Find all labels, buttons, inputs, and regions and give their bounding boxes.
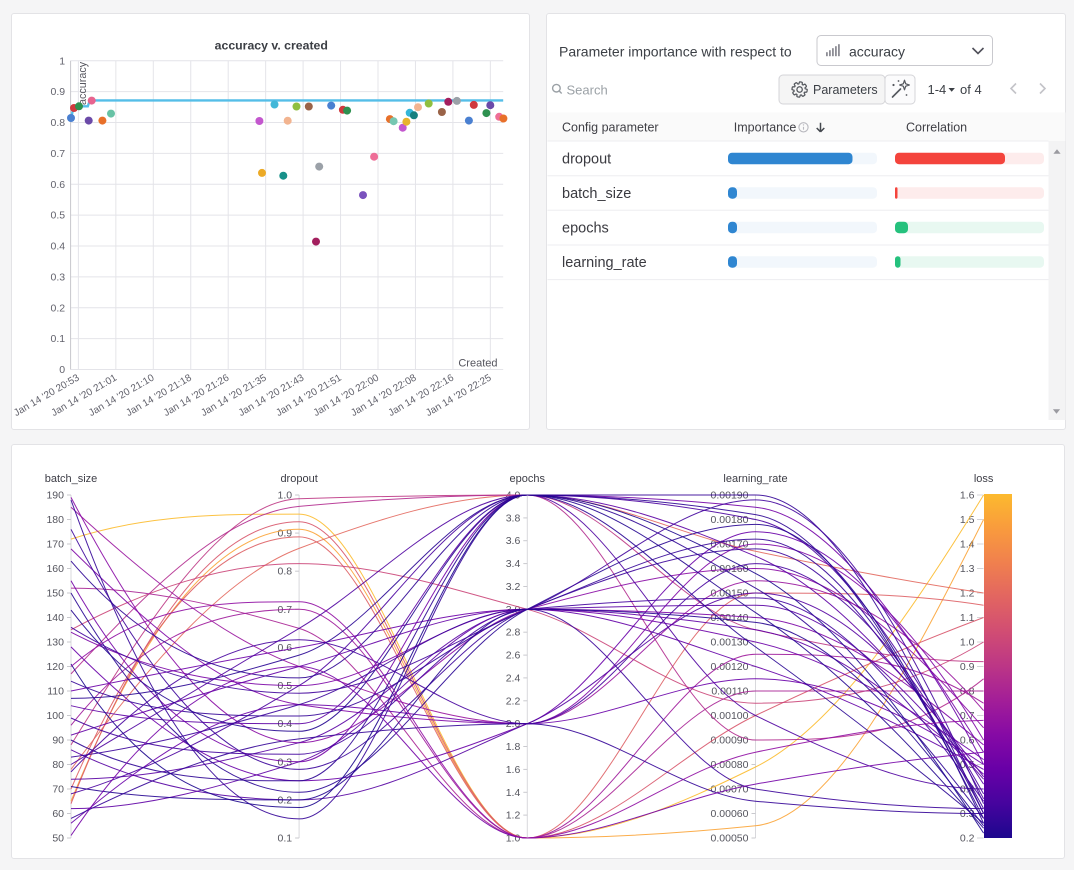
svg-text:epochs: epochs: [562, 221, 609, 237]
svg-text:130: 130: [46, 637, 64, 649]
svg-text:0.2: 0.2: [50, 302, 65, 314]
svg-text:accuracy: accuracy: [849, 44, 905, 60]
svg-text:60: 60: [52, 808, 64, 820]
svg-text:1.6: 1.6: [506, 764, 521, 776]
svg-text:1: 1: [59, 55, 65, 67]
svg-text:dropout: dropout: [280, 473, 317, 485]
svg-text:0.8: 0.8: [50, 117, 65, 129]
svg-text:Config parameter: Config parameter: [562, 121, 659, 135]
svg-text:0.7: 0.7: [50, 148, 65, 160]
svg-text:batch_size: batch_size: [562, 186, 631, 202]
svg-text:batch_size: batch_size: [45, 473, 98, 485]
svg-text:1-4: 1-4: [928, 82, 947, 97]
svg-text:3.8: 3.8: [506, 512, 521, 524]
svg-text:150: 150: [46, 588, 64, 600]
svg-text:Jan 14 '20 22:25: Jan 14 '20 22:25: [424, 372, 494, 419]
svg-text:accuracy v. created: accuracy v. created: [215, 39, 328, 53]
svg-text:Jan 14 '20 22:00: Jan 14 '20 22:00: [312, 372, 382, 419]
svg-text:1.4: 1.4: [960, 539, 975, 551]
svg-text:Correlation: Correlation: [906, 121, 967, 135]
svg-text:of 4: of 4: [960, 82, 982, 97]
svg-text:1.5: 1.5: [960, 514, 975, 526]
svg-text:2.8: 2.8: [506, 627, 521, 639]
svg-text:dropout: dropout: [562, 152, 611, 168]
svg-text:120: 120: [46, 661, 64, 673]
svg-text:Jan 14 '20 21:43: Jan 14 '20 21:43: [237, 372, 307, 419]
svg-text:1.2: 1.2: [960, 588, 975, 600]
svg-text:1.1: 1.1: [960, 612, 975, 624]
svg-text:Importance: Importance: [734, 121, 797, 135]
svg-text:180: 180: [46, 514, 64, 526]
svg-text:Created: Created: [458, 358, 497, 370]
svg-text:epochs: epochs: [510, 473, 546, 485]
svg-text:0.7: 0.7: [960, 710, 975, 722]
svg-text:0.00050: 0.00050: [711, 833, 749, 845]
svg-text:0.9: 0.9: [960, 661, 975, 673]
svg-text:0.6: 0.6: [50, 179, 65, 191]
svg-text:0.9: 0.9: [50, 86, 65, 98]
svg-text:2.2: 2.2: [506, 695, 521, 707]
svg-text:Jan 14 '20 22:16: Jan 14 '20 22:16: [387, 372, 457, 419]
svg-text:3.2: 3.2: [506, 581, 521, 593]
svg-text:accuracy: accuracy: [77, 61, 89, 105]
svg-text:1.3: 1.3: [960, 563, 975, 575]
svg-text:Jan 14 '20 21:18: Jan 14 '20 21:18: [124, 372, 194, 419]
svg-text:0.1: 0.1: [277, 833, 292, 845]
svg-text:110: 110: [47, 686, 64, 698]
svg-text:Parameter importance with resp: Parameter importance with respect to: [559, 43, 792, 59]
svg-text:Jan 14 '20 21:35: Jan 14 '20 21:35: [199, 372, 269, 419]
svg-text:0.00060: 0.00060: [711, 808, 749, 820]
svg-text:Jan 14 '20 21:51: Jan 14 '20 21:51: [274, 372, 344, 419]
svg-text:1.0: 1.0: [277, 490, 292, 502]
svg-text:1.2: 1.2: [506, 810, 521, 822]
svg-text:0: 0: [59, 364, 65, 376]
svg-text:100: 100: [46, 710, 64, 722]
svg-text:0.5: 0.5: [50, 210, 65, 222]
svg-text:learning_rate: learning_rate: [723, 473, 787, 485]
svg-text:70: 70: [52, 784, 64, 796]
svg-text:0.00130: 0.00130: [711, 637, 749, 649]
svg-text:0.3: 0.3: [50, 271, 65, 283]
svg-text:Jan 14 '20 21:01: Jan 14 '20 21:01: [50, 372, 120, 419]
svg-text:80: 80: [52, 759, 64, 771]
svg-text:Jan 14 '20 20:53: Jan 14 '20 20:53: [12, 372, 82, 419]
svg-text:0.3: 0.3: [960, 808, 975, 820]
svg-text:0.8: 0.8: [277, 566, 292, 578]
svg-text:1.4: 1.4: [506, 787, 521, 799]
svg-text:0.4: 0.4: [50, 241, 65, 253]
svg-text:loss: loss: [974, 473, 994, 485]
svg-text:Jan 14 '20 22:08: Jan 14 '20 22:08: [349, 372, 419, 419]
svg-text:3.4: 3.4: [506, 558, 521, 570]
svg-text:0.6: 0.6: [960, 735, 975, 747]
svg-text:0.6: 0.6: [277, 642, 292, 654]
svg-text:170: 170: [46, 539, 64, 551]
svg-text:0.1: 0.1: [50, 333, 65, 345]
svg-text:140: 140: [46, 612, 64, 624]
svg-text:Jan 14 '20 21:26: Jan 14 '20 21:26: [162, 372, 232, 419]
svg-text:160: 160: [46, 563, 64, 575]
svg-text:3.6: 3.6: [506, 535, 521, 547]
svg-text:50: 50: [52, 833, 64, 845]
svg-text:0.2: 0.2: [277, 794, 292, 806]
svg-text:0.4: 0.4: [277, 718, 292, 730]
svg-text:Parameters: Parameters: [813, 83, 878, 97]
svg-text:Search: Search: [567, 83, 608, 98]
svg-text:learning_rate: learning_rate: [562, 255, 647, 271]
svg-text:0.00120: 0.00120: [711, 661, 749, 673]
svg-text:2.4: 2.4: [506, 672, 521, 684]
svg-text:1.6: 1.6: [960, 490, 975, 502]
svg-text:190: 190: [46, 490, 64, 502]
svg-text:0.5: 0.5: [277, 680, 292, 692]
svg-text:2.6: 2.6: [506, 650, 521, 662]
svg-text:1.0: 1.0: [960, 637, 975, 649]
svg-text:1.8: 1.8: [506, 741, 521, 753]
svg-text:0.00080: 0.00080: [711, 759, 749, 771]
svg-text:0.2: 0.2: [960, 833, 975, 845]
svg-text:90: 90: [52, 735, 64, 747]
svg-text:0.00180: 0.00180: [711, 514, 749, 526]
svg-text:0.00110: 0.00110: [711, 686, 748, 698]
svg-text:0.00090: 0.00090: [711, 735, 749, 747]
svg-text:0.00100: 0.00100: [711, 710, 749, 722]
svg-text:Jan 14 '20 21:10: Jan 14 '20 21:10: [87, 372, 157, 419]
